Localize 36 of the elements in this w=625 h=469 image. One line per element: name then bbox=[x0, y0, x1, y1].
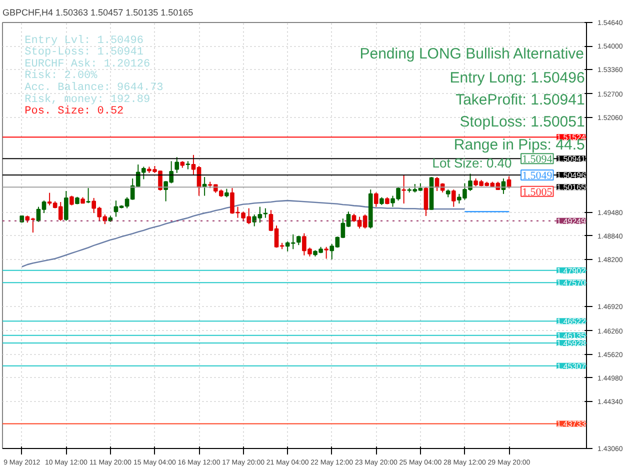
annotation: Entry Long: 1.50496 bbox=[450, 70, 585, 87]
ref-line-label: 1.47902 bbox=[556, 266, 586, 276]
candlestick bbox=[174, 156, 180, 174]
annotation: Risk: 2.00% bbox=[24, 70, 98, 82]
ref-line-label: 1.50165 bbox=[556, 183, 586, 192]
ref-line-label: 1.50941 bbox=[556, 154, 586, 164]
annotation: 1.5094 bbox=[522, 154, 553, 166]
ref-line-label: 1.46135 bbox=[556, 331, 586, 340]
ref-line-label: 1.49249 bbox=[556, 216, 586, 226]
candlestick bbox=[402, 174, 406, 204]
annotation: Risk, money: 192.89 bbox=[24, 94, 150, 106]
annotation: 1.5005 bbox=[522, 186, 553, 198]
ref-line-label: 1.45307 bbox=[556, 362, 586, 371]
candlestick bbox=[70, 195, 74, 206]
annotation: Pending LONG Bullish Alternative bbox=[360, 46, 584, 63]
candlestick bbox=[86, 188, 90, 204]
ref-line-label: 1.50496 bbox=[556, 170, 586, 180]
annotation: Lot Size: 0.40 bbox=[432, 155, 512, 170]
annotation: EURCHF Ask: 1.20126 bbox=[24, 58, 150, 70]
candlestick bbox=[374, 192, 378, 208]
annotation: TakeProfit: 1.50941 bbox=[456, 91, 585, 108]
annotation: Stop-Loss: 1.50941 bbox=[24, 46, 144, 59]
annotation: StopLoss: 1.50051 bbox=[460, 114, 585, 131]
ref-line-label: 1.47570 bbox=[556, 278, 586, 288]
ref-line-label: 1.46522 bbox=[556, 317, 586, 326]
candlestick bbox=[451, 189, 456, 208]
annotation: Entry Lvl: 1.50496 bbox=[24, 34, 144, 47]
ref-line-label: 1.45928 bbox=[556, 338, 586, 348]
candlestick bbox=[324, 246, 328, 260]
annotation: 1.5049 bbox=[522, 170, 553, 182]
annotation: Pos. Size: 0.52 bbox=[24, 106, 124, 118]
ref-line-label: 1.43733 bbox=[556, 420, 586, 429]
chart-title: GBPCHF,H4 1.50363 1.50457 1.50135 1.50165 bbox=[2, 8, 194, 18]
annotation: Acc. Balance: 9644.73 bbox=[24, 82, 164, 94]
candlestick bbox=[64, 190, 68, 222]
candlestick bbox=[424, 186, 428, 217]
